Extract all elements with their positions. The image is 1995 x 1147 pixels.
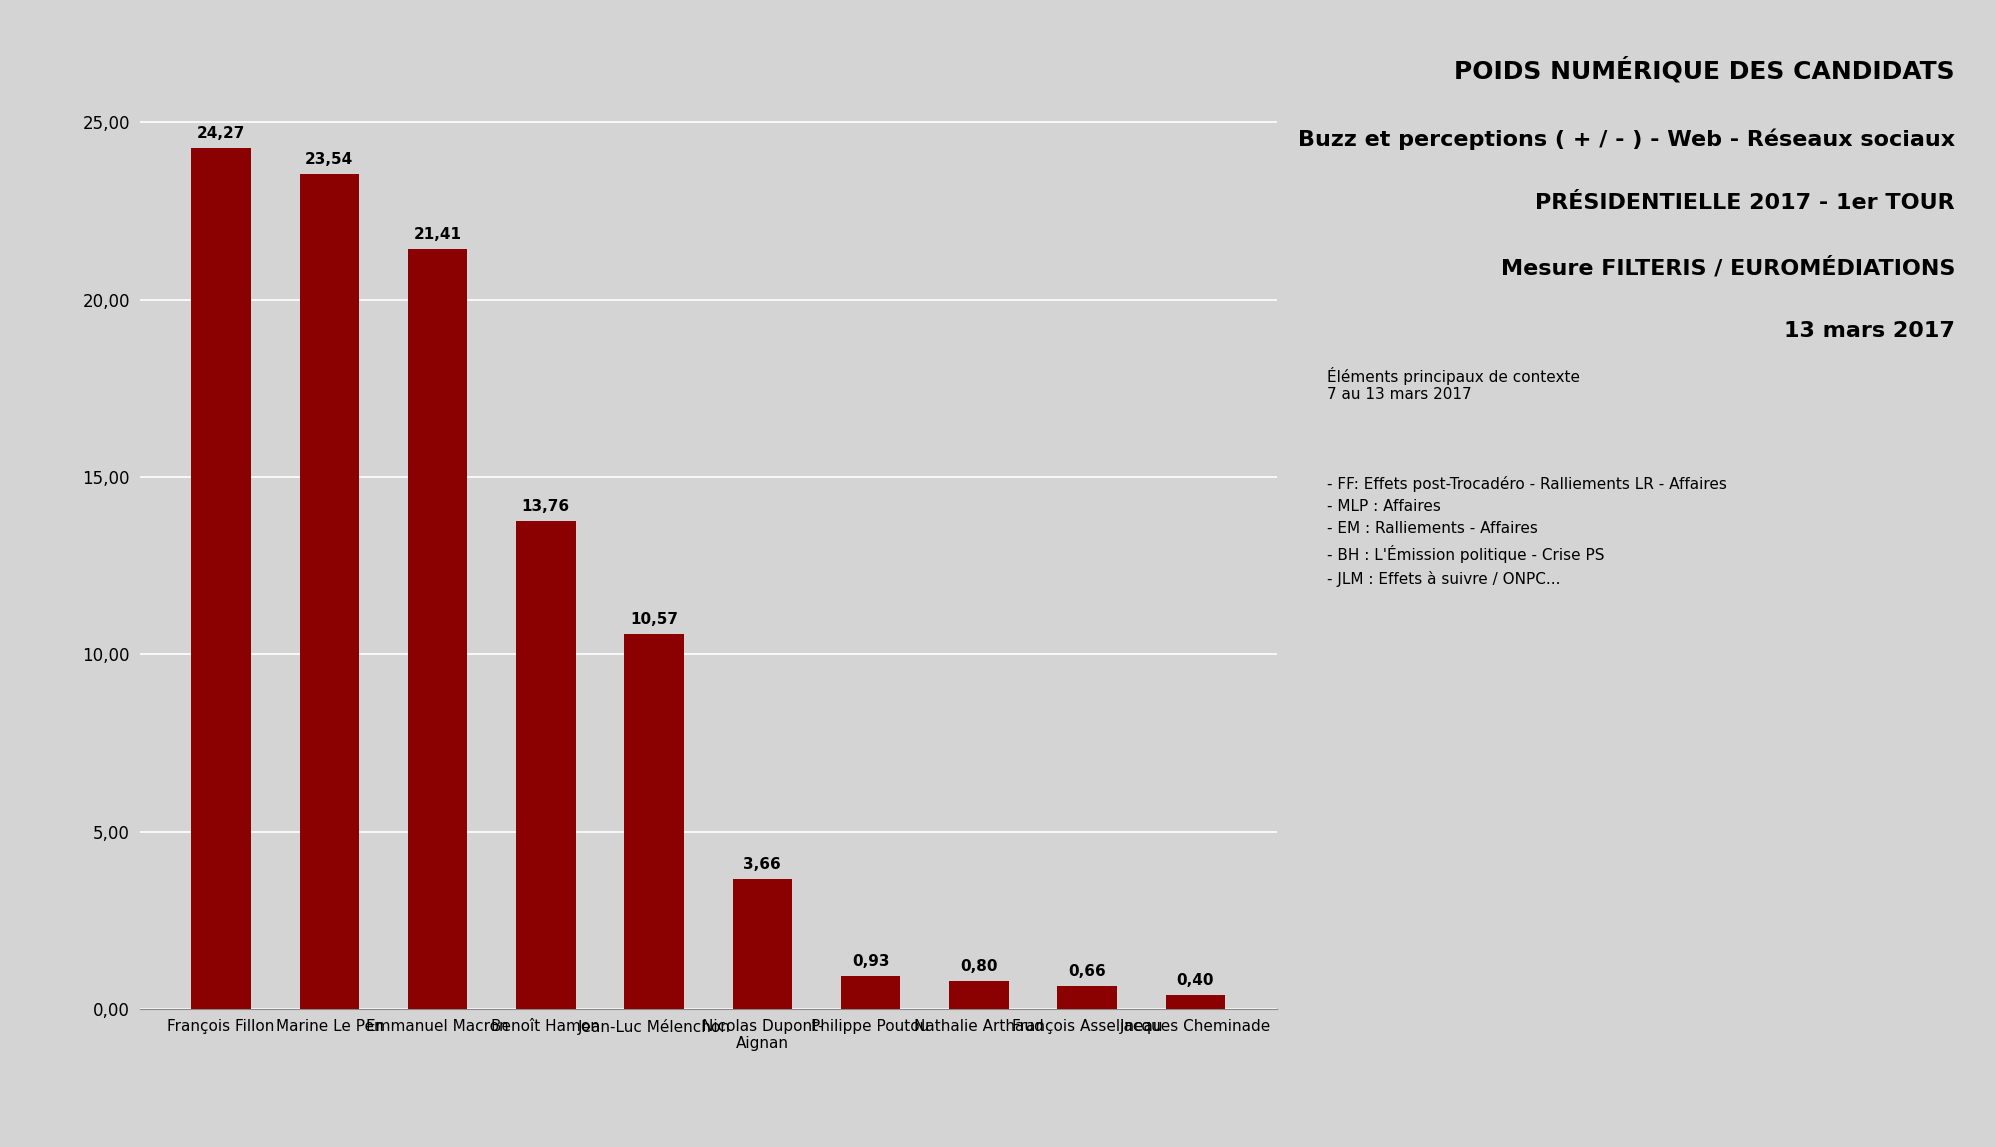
Bar — [950, 981, 1009, 1009]
Text: 0,93: 0,93 — [852, 954, 890, 969]
Bar — [299, 174, 359, 1009]
Text: 13,76: 13,76 — [523, 499, 571, 514]
Text: 24,27: 24,27 — [198, 126, 245, 141]
Text: - FF: Effets post-Trocadéro - Ralliements LR - Affaires
- MLP : Affaires
- EM : : - FF: Effets post-Trocadéro - Ralliement… — [1327, 476, 1726, 587]
Text: 10,57: 10,57 — [630, 612, 678, 627]
Text: 13 mars 2017: 13 mars 2017 — [1784, 321, 1955, 341]
Text: 3,66: 3,66 — [744, 857, 782, 873]
Text: Mesure FILTERIS / EUROMÉDIATIONS: Mesure FILTERIS / EUROMÉDIATIONS — [1500, 257, 1955, 279]
Text: PRÉSIDENTIELLE 2017 - 1er TOUR: PRÉSIDENTIELLE 2017 - 1er TOUR — [1536, 193, 1955, 212]
Text: Éléments principaux de contexte
7 au 13 mars 2017: Éléments principaux de contexte 7 au 13 … — [1327, 367, 1580, 403]
Bar — [732, 880, 792, 1009]
Text: 0,66: 0,66 — [1067, 963, 1105, 978]
Bar — [192, 148, 251, 1009]
Text: POIDS NUMÉRIQUE DES CANDIDATS: POIDS NUMÉRIQUE DES CANDIDATS — [1454, 57, 1955, 84]
Text: Buzz et perceptions ( + / - ) - Web - Réseaux sociaux: Buzz et perceptions ( + / - ) - Web - Ré… — [1299, 128, 1955, 150]
Bar — [624, 634, 684, 1009]
Text: 23,54: 23,54 — [305, 151, 353, 166]
Bar — [517, 521, 577, 1009]
Text: 0,80: 0,80 — [960, 959, 998, 974]
Bar — [1165, 996, 1225, 1009]
Bar — [840, 976, 900, 1009]
Bar — [1057, 986, 1117, 1009]
Text: 21,41: 21,41 — [413, 227, 461, 242]
Text: 0,40: 0,40 — [1177, 973, 1215, 988]
Bar — [407, 250, 467, 1009]
